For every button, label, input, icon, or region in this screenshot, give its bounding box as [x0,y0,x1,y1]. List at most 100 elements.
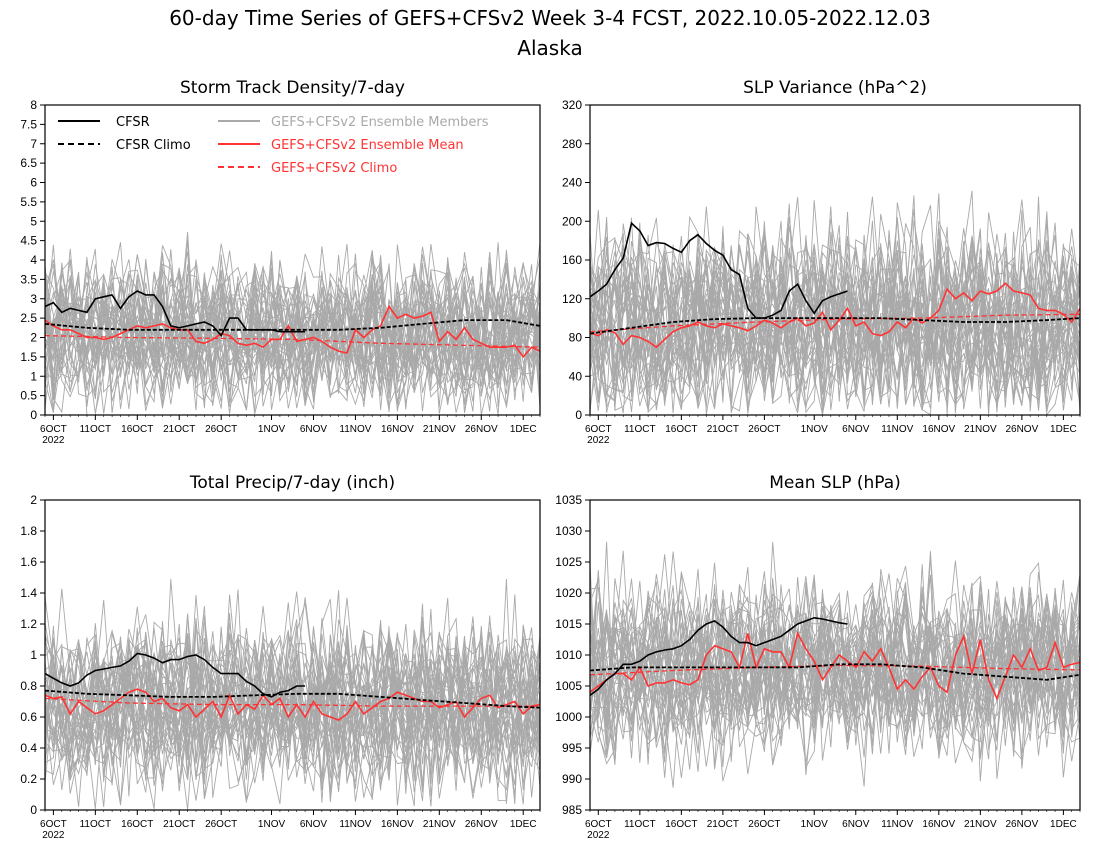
x-tick-label: 11OCT [624,424,656,435]
y-tick-label: 2 [30,493,37,507]
y-tick-label: 1 [30,648,37,662]
y-tick-label: 5.5 [20,195,37,209]
ensemble-member-line [589,216,1081,414]
x-tick-label: 11OCT [80,819,112,830]
legend-label-gefs-climo: GEFS+CFSv2 Climo [271,161,397,176]
y-tick-label: 1035 [555,493,582,507]
ensemble-members [589,541,1081,788]
y-tick-label: 4.5 [20,234,37,248]
plot-frame [589,499,1081,811]
y-tick-label: 40 [569,369,583,383]
x-tick-year: 2022 [42,435,65,446]
x-tick-label: 21OCT [707,819,739,830]
y-tick-label: 6.5 [20,156,37,170]
panel-title: SLP Variance (hPa^2) [743,78,927,98]
gefs-climo-line [589,664,1081,676]
ensemble-mean-line [44,688,541,722]
ensemble-member-line [589,551,1081,761]
x-tick-label: 1DEC [1050,424,1077,435]
legend-label-cfsr-climo: CFSR Climo [116,138,191,153]
ensemble-member-line [589,562,1081,735]
x-tick-label: 6NOV [842,819,870,830]
plot-frame [589,104,1081,416]
cfsr-line [589,616,848,696]
ensemble-member-line [44,246,541,413]
x-tick-label: 16NOV [922,424,955,435]
x-tick-label: 16OCT [121,424,153,435]
x-tick-label: 16NOV [381,819,414,830]
y-tick-label: 0.2 [20,772,37,786]
panel-title: Storm Track Density/7-day [180,78,405,98]
x-tick-label: 21OCT [163,424,195,435]
x-tick-label: 21OCT [163,819,195,830]
x-tick-year: 2022 [42,830,65,841]
ensemble-mean-line [44,304,541,359]
cfsr-line [44,290,306,338]
y-tick-label: 0 [575,408,582,422]
y-tick-label: 0.5 [20,389,37,403]
y-tick-label: 2.5 [20,311,37,325]
x-tick-label: 11NOV [339,424,371,435]
ensemble-member-line [589,576,1081,758]
y-tick-label: 1.4 [20,586,37,600]
x-tick-label: 1NOV [258,819,286,830]
ensemble-member-line [589,247,1081,416]
x-tick-label: 16NOV [922,819,955,830]
y-tick-label: 3.5 [20,272,37,286]
x-tick-year: 2022 [587,830,610,841]
cfsr-climo-line [44,319,541,331]
ensemble-member-line [589,202,1081,411]
y-tick-label: 1000 [555,710,582,724]
y-tick-label: 6 [30,176,37,190]
x-tick-label: 6OCT [585,424,612,435]
ensemble-member-line [589,581,1081,750]
x-tick-label: 1DEC [510,424,537,435]
x-tick-label: 26NOV [465,819,498,830]
y-tick-label: 7 [30,137,37,151]
y-tick-label: 5 [30,214,37,228]
y-tick-label: 985 [562,803,582,817]
y-tick-label: 3 [30,292,37,306]
y-tick-label: 160 [562,253,582,267]
y-tick-label: 1 [30,369,37,383]
panel-title: Mean SLP (hPa) [769,473,901,493]
panel-storm-track-density: Storm Track Density/7-day 0 0.5 1 1.5 2 2.5 3 3.… [20,78,541,446]
y-tick-label: 1.5 [20,350,37,364]
x-tick-label: 11NOV [881,819,913,830]
ensemble-member-line [589,235,1081,406]
x-tick-label: 16NOV [381,424,414,435]
y-tick-label: 1005 [555,679,582,693]
ensemble-member-line [589,564,1081,767]
cfsr-climo-line [589,317,1081,335]
ensemble-member-line [589,572,1081,741]
x-tick-label: 1NOV [801,819,829,830]
y-tick-label: 2 [30,331,37,345]
y-tick-label: 1015 [555,617,582,631]
y-tick-label: 0.8 [20,679,37,693]
y-tick-label: 7.5 [20,117,37,131]
x-tick-label: 6OCT [40,424,67,435]
y-tick-label: 1.2 [20,617,37,631]
cfsr-climo-line [44,689,541,709]
ensemble-member-line [44,615,541,784]
ensemble-member-line [589,560,1081,770]
panel-mean-slp: Mean SLP (hPa) 985 990 995 1000 1005 1010 1015 1… [555,473,1081,841]
cfsr-line [589,221,848,319]
x-tick-label: 1DEC [510,819,537,830]
y-tick-label: 0.6 [20,710,37,724]
x-tick-label: 21NOV [964,424,997,435]
x-tick-label: 6OCT [585,819,612,830]
y-tick-label: 995 [562,741,582,755]
x-tick-label: 6NOV [300,819,328,830]
ensemble-member-line [589,583,1081,782]
legend-label-ens-mean: GEFS+CFSv2 Ensemble Mean [271,138,464,153]
y-tick-label: 0.4 [20,741,37,755]
ensemble-member-line [44,635,541,783]
x-tick-label: 1DEC [1050,819,1077,830]
x-tick-label: 26NOV [1005,424,1038,435]
panel-title: Total Precip/7-day (inch) [189,473,395,493]
x-tick-label: 26NOV [1005,819,1038,830]
gefs-climo-line [44,334,541,348]
y-tick-label: 120 [562,292,582,306]
